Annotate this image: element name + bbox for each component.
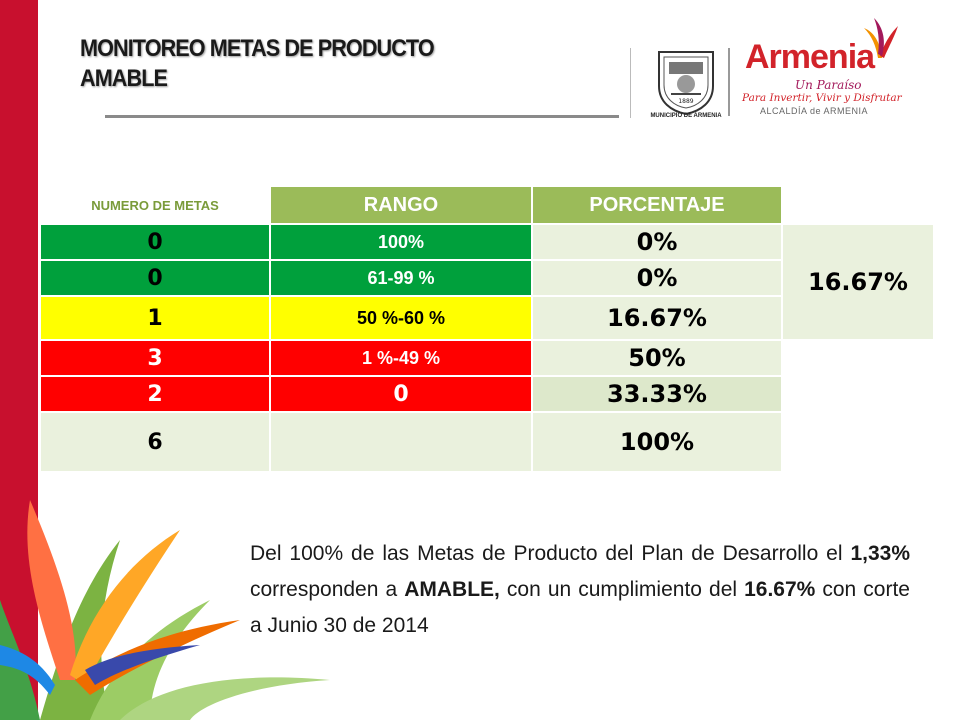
bird-of-paradise-flower-decoration xyxy=(0,500,330,720)
page-title-line1: MONITOREO METAS DE PRODUCTO xyxy=(80,35,435,62)
page-title-line2: AMABLE xyxy=(80,65,168,92)
summary-share: 1,33% xyxy=(850,542,910,565)
header-range: RANGO xyxy=(270,186,532,224)
summary-paragraph: Del 100% de las Metas de Producto del Pl… xyxy=(250,536,910,644)
total-range xyxy=(270,412,532,472)
row-3-range: 1 %-49 % xyxy=(270,340,532,376)
row-2-range: 50 %-60 % xyxy=(270,296,532,340)
row-1-count: 0 xyxy=(40,260,270,296)
logo-divider xyxy=(728,48,730,116)
total-count: 6 xyxy=(40,412,270,472)
compliance-percent: 16.67% xyxy=(782,224,934,340)
municipality-label: MUNICIPIO DE ARMENIA xyxy=(650,113,722,119)
brand-slogan: Para Invertir, Vivir y Disfrutar xyxy=(742,92,902,104)
municipal-shield-logo: 1889 xyxy=(658,51,714,116)
brand-tagline: Un Paraíso xyxy=(795,78,862,92)
header-percent: PORCENTAJE xyxy=(532,186,782,224)
page-title: MONITOREO METAS DE PRODUCTO AMABLE xyxy=(80,34,435,94)
summary-text-2: corresponden a xyxy=(250,578,405,601)
row-3-count: 3 xyxy=(40,340,270,376)
row-0-range: 100% xyxy=(270,224,532,260)
row-4-count: 2 xyxy=(40,376,270,412)
row-0-count: 0 xyxy=(40,224,270,260)
header-count: NUMERO DE METAS xyxy=(40,186,270,224)
row-4-range: 0 xyxy=(270,376,532,412)
brand-name: Armenia xyxy=(745,38,875,76)
brand-office: ALCALDÍA de ARMENIA xyxy=(760,106,869,116)
left-accent-bar xyxy=(0,0,38,720)
row-1-percent: 0% xyxy=(532,260,782,296)
summary-text-3: con un cumplimiento del xyxy=(499,578,745,601)
total-percent: 100% xyxy=(532,412,782,472)
row-0-percent: 0% xyxy=(532,224,782,260)
row-3-percent: 50% xyxy=(532,340,782,376)
shield-year: 1889 xyxy=(678,98,693,105)
brand-flower-icon xyxy=(864,18,898,58)
summary-program: AMABLE, xyxy=(404,578,500,601)
summary-text-4: con corte a Junio 30 de 2014 xyxy=(250,578,910,637)
row-2-count: 1 xyxy=(40,296,270,340)
row-1-range: 61-99 % xyxy=(270,260,532,296)
row-4-percent: 33.33% xyxy=(532,376,782,412)
header-divider xyxy=(630,48,631,118)
title-underline xyxy=(105,115,619,118)
summary-text-1: Del 100% de las Metas de Producto del Pl… xyxy=(250,542,851,565)
summary-compliance: 16.67% xyxy=(744,578,816,601)
row-2-percent: 16.67% xyxy=(532,296,782,340)
